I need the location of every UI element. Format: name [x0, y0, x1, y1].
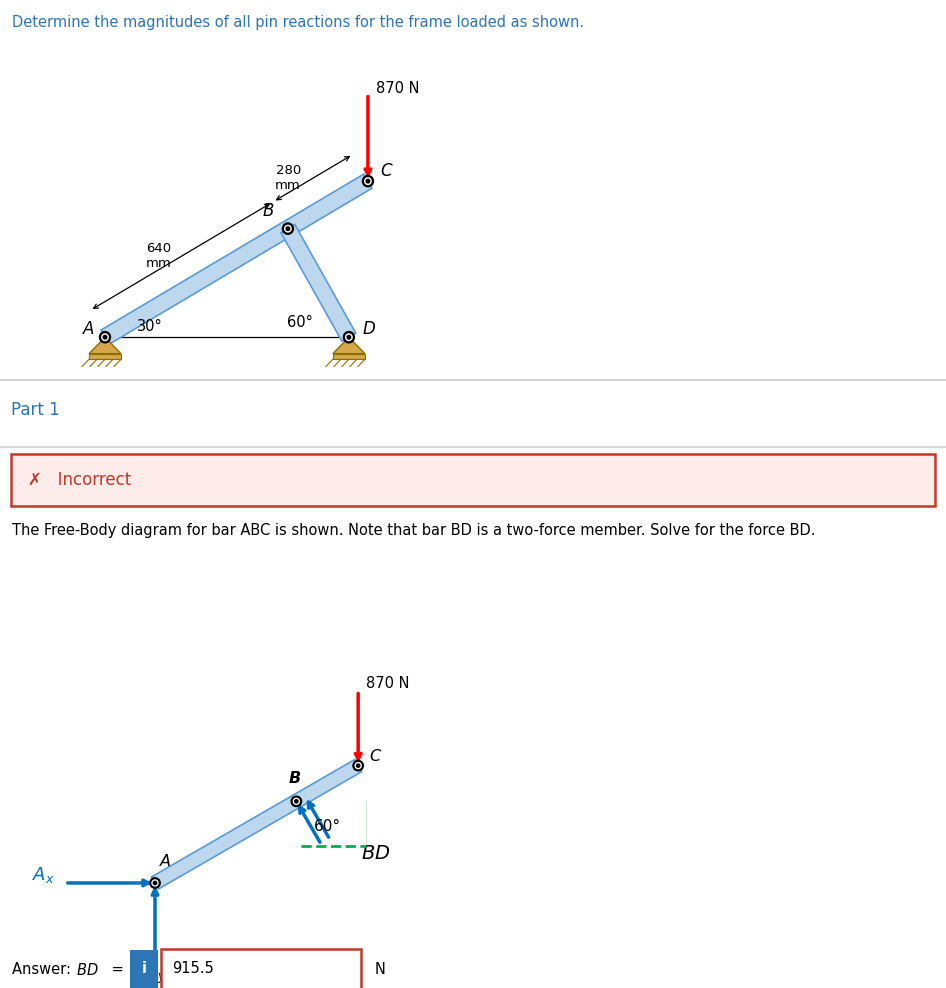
Circle shape	[365, 178, 371, 185]
Polygon shape	[101, 174, 372, 345]
FancyBboxPatch shape	[130, 950, 158, 988]
Text: 60°: 60°	[314, 819, 342, 834]
Text: A: A	[160, 854, 171, 869]
Circle shape	[283, 223, 293, 234]
Circle shape	[293, 798, 299, 804]
Circle shape	[103, 335, 107, 339]
Polygon shape	[151, 760, 361, 889]
Text: D: D	[363, 320, 376, 338]
Circle shape	[286, 227, 289, 230]
Circle shape	[285, 225, 291, 232]
Text: 60°: 60°	[287, 315, 313, 330]
Text: i: i	[142, 961, 147, 976]
Text: 30°: 30°	[137, 319, 163, 334]
Circle shape	[366, 180, 370, 183]
Text: ✗   Incorrect: ✗ Incorrect	[28, 471, 131, 489]
Text: $A_x$: $A_x$	[32, 864, 55, 885]
Circle shape	[347, 335, 351, 339]
Circle shape	[152, 880, 158, 886]
Text: 870 N: 870 N	[376, 81, 419, 96]
Circle shape	[343, 332, 355, 343]
Text: $A_y$: $A_y$	[144, 962, 166, 986]
Text: 915.5: 915.5	[172, 961, 214, 976]
Text: B: B	[263, 203, 274, 220]
Text: 870 N: 870 N	[366, 676, 410, 692]
Text: 280
mm: 280 mm	[275, 164, 301, 193]
Text: B: B	[289, 772, 301, 786]
Text: A: A	[83, 320, 95, 338]
Text: $BD$: $BD$	[76, 962, 98, 978]
Circle shape	[295, 799, 298, 803]
Circle shape	[345, 334, 352, 341]
Circle shape	[153, 881, 157, 884]
Bar	[89, 354, 121, 360]
FancyBboxPatch shape	[11, 454, 935, 506]
Text: $BD$: $BD$	[361, 845, 391, 864]
Text: Part 1: Part 1	[11, 401, 61, 419]
Bar	[333, 354, 365, 360]
Polygon shape	[281, 224, 356, 341]
Text: =: =	[107, 962, 124, 977]
Circle shape	[357, 764, 359, 768]
Circle shape	[102, 334, 108, 341]
Circle shape	[362, 176, 374, 187]
Circle shape	[99, 332, 111, 343]
Text: C: C	[369, 749, 380, 764]
FancyBboxPatch shape	[161, 949, 361, 988]
Circle shape	[291, 796, 302, 806]
Text: 640
mm: 640 mm	[146, 242, 171, 270]
Text: N: N	[375, 962, 386, 977]
Polygon shape	[333, 337, 365, 354]
Text: Determine the magnitudes of all pin reactions for the frame loaded as shown.: Determine the magnitudes of all pin reac…	[12, 16, 584, 31]
Circle shape	[355, 763, 361, 769]
Text: The Free-Body diagram for bar ABC is shown. Note that bar BD is a two-force memb: The Free-Body diagram for bar ABC is sho…	[12, 523, 815, 537]
Circle shape	[149, 877, 160, 888]
Polygon shape	[89, 337, 121, 354]
Circle shape	[353, 761, 363, 771]
Text: C: C	[380, 162, 392, 180]
Text: Answer:: Answer:	[12, 962, 76, 977]
